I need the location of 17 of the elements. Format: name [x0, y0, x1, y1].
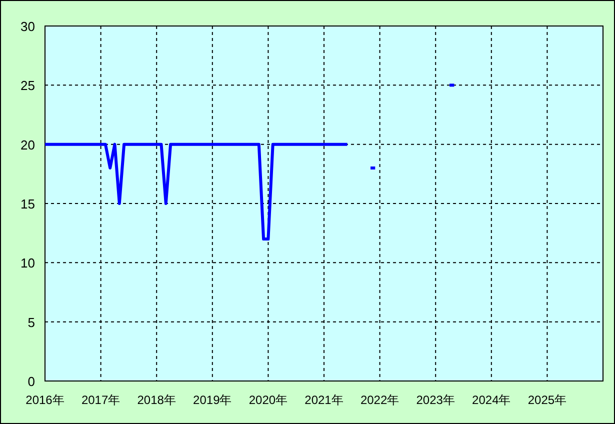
y-tick-label: 20: [20, 137, 35, 152]
y-tick-label: 30: [20, 19, 35, 34]
x-tick-label: 2025年: [528, 393, 567, 407]
x-tick-label: 2016年: [26, 393, 64, 407]
y-tick-label: 0: [28, 374, 35, 389]
y-tick-label: 25: [20, 78, 35, 94]
y-tick-label: 10: [20, 256, 35, 271]
x-tick-label: 2021年: [304, 393, 344, 407]
y-tick-label: 5: [28, 314, 35, 330]
x-tick-label: 2020年: [248, 393, 288, 407]
y-tick-label: 15: [20, 196, 35, 212]
x-tick-label: 2022年: [360, 393, 400, 407]
x-tick-label: 2018年: [137, 393, 176, 407]
x-tick-label: 2023年: [416, 393, 455, 407]
x-tick-label: 2019年: [193, 393, 232, 407]
x-tick-label: 2024年: [472, 393, 511, 407]
x-tick-label: 2017年: [81, 393, 120, 407]
